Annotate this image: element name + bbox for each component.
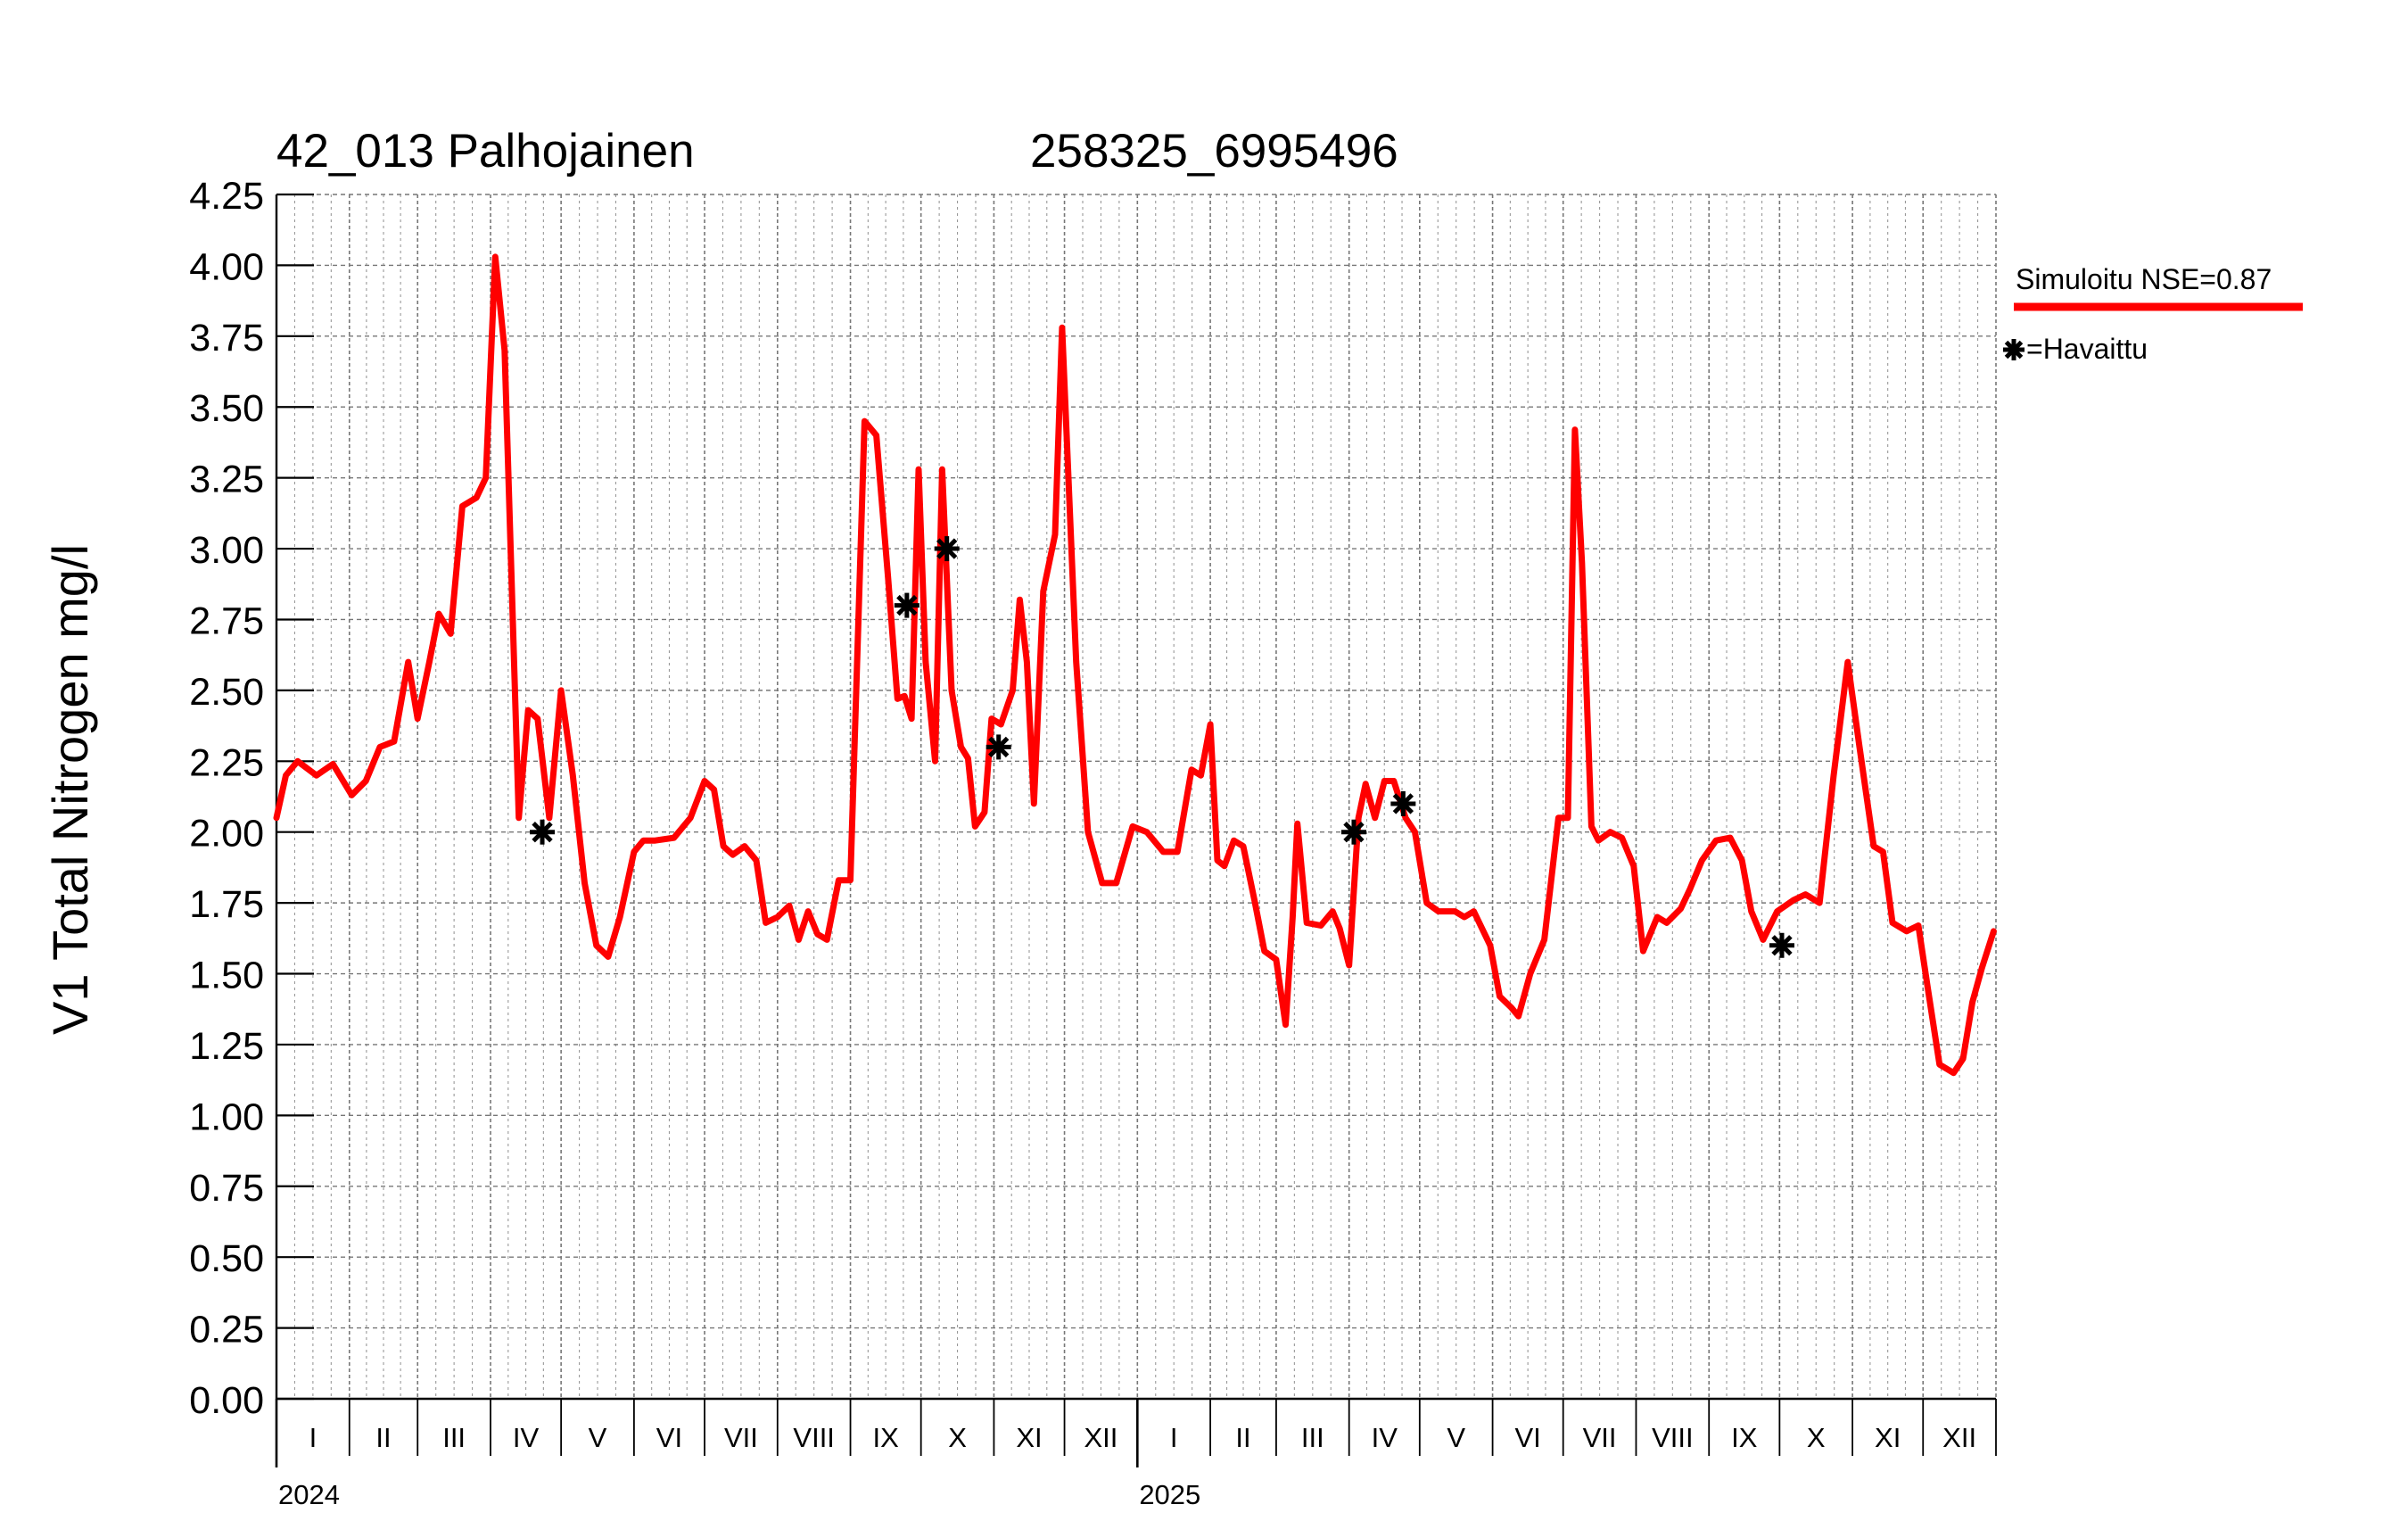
y-tick-label: 0.00 [189,1379,264,1422]
x-month-label: II [1235,1422,1250,1453]
observed-marker-stroke [1392,793,1414,814]
x-month-label: VI [656,1422,682,1453]
x-month-label: I [1170,1422,1178,1453]
x-month-label: III [442,1422,466,1453]
y-tick-label: 3.00 [189,529,264,572]
x-month-label: II [375,1422,391,1453]
observed-point [934,536,960,562]
x-month-label: XII [1084,1422,1117,1453]
x-month-label: VII [1583,1422,1617,1453]
y-tick-label: 4.25 [189,175,264,218]
x-month-label: VIII [1652,1422,1694,1453]
y-axis-label: V1 Total Nitrogen mg/l [42,544,98,1035]
x-month-label: IV [513,1422,540,1453]
chart-title-right: 258325_6995496 [1030,125,1398,178]
y-tick-label: 4.00 [189,245,264,288]
y-tick-label: 2.00 [189,813,264,856]
y-tick-label: 3.25 [189,459,264,501]
x-month-label: XI [1016,1422,1042,1453]
chart-title-left: 42_013 Palhojainen [276,125,695,178]
axes-layer: 0.00 0.25 0.50 0.75 1.00 1.25 1.50 1.75 2.00 2.25… [189,175,1997,1510]
x-month-label: V [1447,1422,1465,1453]
x-month-label: VIII [793,1422,835,1453]
series-line-simulated [273,253,1997,1077]
observed-point [1390,790,1416,816]
y-tick-label: 3.75 [189,317,264,360]
x-month-label: V [589,1422,607,1453]
observed-marker-stroke [1771,935,1793,956]
y-tick-label: 1.25 [189,1025,264,1068]
legend-observed-marker [2003,339,2025,360]
y-tick-label: 0.75 [189,1167,264,1210]
legend-observed-label: =Havaittu [2026,333,2148,365]
x-month-label: X [1807,1422,1826,1453]
observed-marker-stroke [2004,340,2024,360]
y-tick-label: 2.75 [189,599,264,642]
observed-point [894,592,919,618]
observed-point [1769,932,1794,958]
x-month-label: IV [1372,1422,1398,1453]
marker-layer [530,536,1794,958]
x-month-label: IX [1731,1422,1758,1453]
observed-marker-stroke [896,594,918,616]
y-tick-label: 3.50 [189,387,264,430]
x-month-label: III [1301,1422,1324,1453]
y-tick-label: 1.75 [189,883,264,926]
y-tick-label: 2.50 [189,671,264,714]
observed-marker-stroke [1343,822,1365,843]
observed-marker-stroke [936,538,958,559]
y-tick-label: 1.00 [189,1095,264,1138]
y-tick-label: 1.50 [189,955,264,997]
x-month-label: IX [872,1422,899,1453]
x-month-label: VII [724,1422,758,1453]
observed-marker-stroke [532,822,553,843]
observed-point [1340,819,1366,845]
legend: Simuloitu NSE=0.87 =Havaittu [2003,263,2303,365]
x-month-label: VI [1514,1422,1540,1453]
x-year-label: 2024 [278,1479,340,1510]
legend-star-glyph [2003,339,2025,360]
y-tick-label: 0.25 [189,1309,264,1352]
x-year-label: 2025 [1139,1479,1200,1510]
y-tick-label: 0.50 [189,1237,264,1280]
legend-simulated-label: Simuloitu NSE=0.87 [2016,263,2272,295]
x-month-label: XI [1875,1422,1901,1453]
series-layer [273,253,1997,1077]
observed-point [985,734,1011,760]
observed-point [530,819,556,845]
x-month-label: X [948,1422,967,1453]
observed-marker-stroke [988,736,1010,758]
y-tick-label: 2.25 [189,741,264,784]
x-month-label: I [309,1422,317,1453]
x-month-label: XII [1942,1422,1976,1453]
